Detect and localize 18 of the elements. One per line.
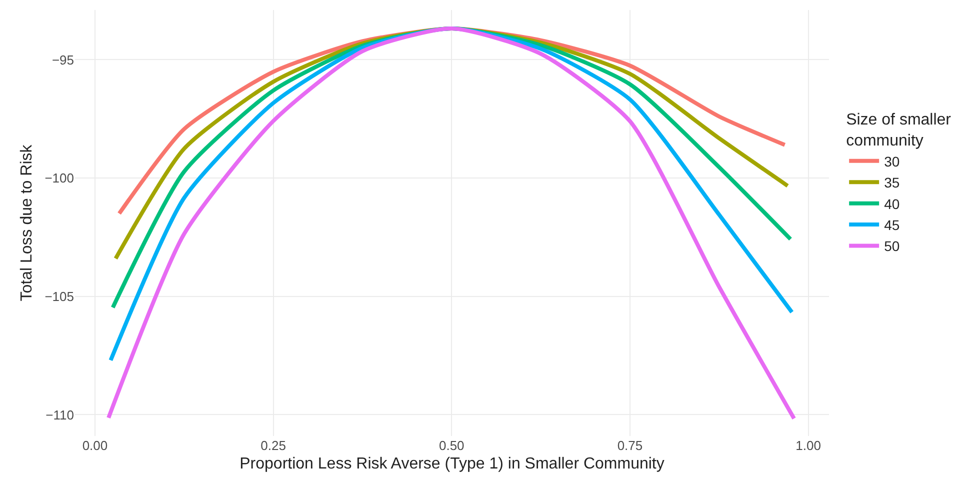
x-tick-label: 0.00 [82, 438, 108, 453]
legend-label: 30 [884, 153, 900, 170]
x-tick-label: 1.00 [796, 438, 821, 453]
legend-label: 35 [884, 174, 900, 191]
x-tick-label: 0.25 [260, 438, 286, 453]
x-tick-label: 0.50 [438, 438, 464, 453]
legend-label: 50 [884, 238, 900, 254]
y-tick-label: −100 [44, 170, 74, 186]
legend-label: 40 [884, 196, 900, 212]
line-series [106, 26, 796, 420]
y-tick-label: −95 [52, 52, 74, 68]
x-axis-title: Proportion Less Risk Averse (Type 1) in Smaller Community [240, 456, 664, 473]
y-tick-label: −105 [44, 288, 74, 304]
y-tick-label: −110 [46, 407, 74, 422]
y-axis-title: Total Loss due to Risk [18, 144, 36, 302]
x-tick-label: 0.75 [617, 438, 643, 453]
legend-title: Size of smaller community [846, 112, 952, 150]
legend-label: 45 [884, 216, 900, 233]
